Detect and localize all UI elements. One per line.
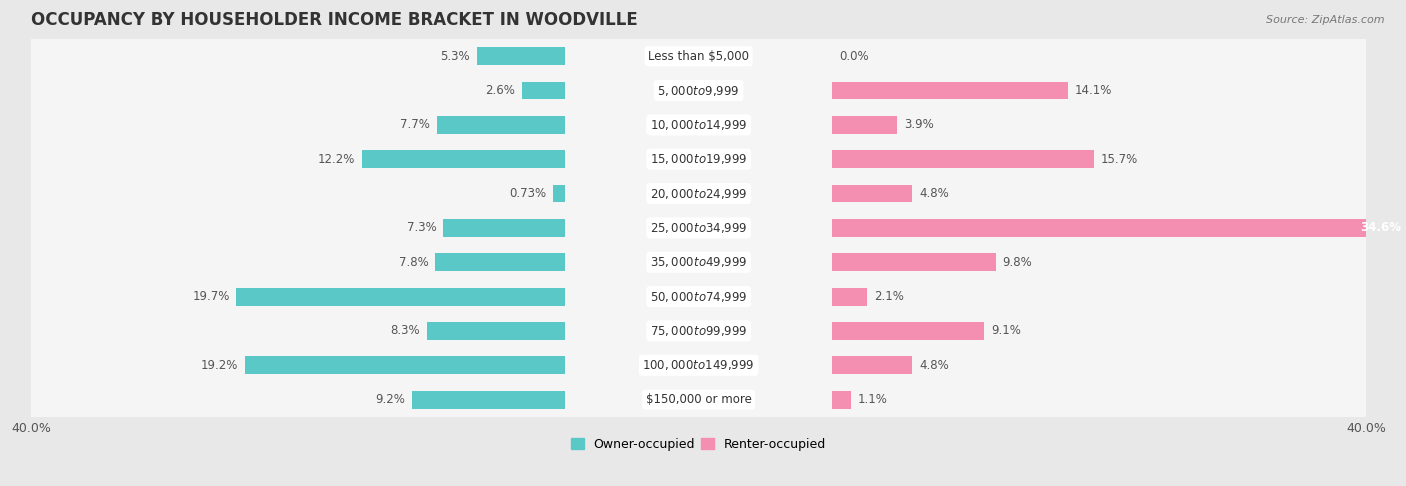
Bar [832,82,1067,100]
Bar [412,391,565,409]
Text: $50,000 to $74,999: $50,000 to $74,999 [650,290,748,304]
Bar [31,211,1367,245]
Bar [31,245,1367,279]
Bar [832,185,912,203]
Bar [522,82,565,100]
Text: 14.1%: 14.1% [1074,84,1112,97]
Bar [832,219,1406,237]
Text: 1.1%: 1.1% [858,393,887,406]
Bar [426,322,565,340]
Text: 19.7%: 19.7% [193,290,229,303]
Bar [31,314,1367,348]
Text: $20,000 to $24,999: $20,000 to $24,999 [650,187,748,201]
Text: 5.3%: 5.3% [440,50,470,63]
Text: 9.8%: 9.8% [1002,256,1032,269]
Bar [832,116,897,134]
Bar [832,150,1094,168]
Bar [832,288,868,306]
Bar [236,288,565,306]
Text: Less than $5,000: Less than $5,000 [648,50,749,63]
Text: 19.2%: 19.2% [201,359,238,372]
Text: $150,000 or more: $150,000 or more [645,393,752,406]
Bar [31,176,1367,211]
Text: $35,000 to $49,999: $35,000 to $49,999 [650,255,748,269]
Text: 4.8%: 4.8% [920,187,949,200]
Text: 15.7%: 15.7% [1101,153,1139,166]
Text: $25,000 to $34,999: $25,000 to $34,999 [650,221,748,235]
Bar [443,219,565,237]
Text: 34.6%: 34.6% [1361,222,1402,234]
Text: 2.1%: 2.1% [875,290,904,303]
Bar [31,39,1367,73]
Legend: Owner-occupied, Renter-occupied: Owner-occupied, Renter-occupied [567,433,831,456]
Bar [434,253,565,271]
Text: OCCUPANCY BY HOUSEHOLDER INCOME BRACKET IN WOODVILLE: OCCUPANCY BY HOUSEHOLDER INCOME BRACKET … [31,11,638,29]
Text: 7.7%: 7.7% [401,119,430,131]
Text: 0.0%: 0.0% [839,50,869,63]
Text: $100,000 to $149,999: $100,000 to $149,999 [643,358,755,372]
Text: $10,000 to $14,999: $10,000 to $14,999 [650,118,748,132]
Text: 4.8%: 4.8% [920,359,949,372]
Bar [31,142,1367,176]
Bar [832,356,912,374]
Text: $5,000 to $9,999: $5,000 to $9,999 [658,84,740,98]
Text: 2.6%: 2.6% [485,84,515,97]
Text: 12.2%: 12.2% [318,153,354,166]
Bar [31,73,1367,108]
Text: 0.73%: 0.73% [509,187,547,200]
Bar [245,356,565,374]
Text: 8.3%: 8.3% [391,325,420,337]
Text: 9.1%: 9.1% [991,325,1021,337]
Bar [553,185,565,203]
Bar [832,391,851,409]
Bar [31,108,1367,142]
Bar [31,279,1367,314]
Text: 7.8%: 7.8% [398,256,429,269]
Bar [361,150,565,168]
Bar [31,382,1367,417]
Bar [832,322,984,340]
Text: 9.2%: 9.2% [375,393,405,406]
Text: $75,000 to $99,999: $75,000 to $99,999 [650,324,748,338]
Text: 7.3%: 7.3% [406,222,437,234]
Bar [437,116,565,134]
Text: $15,000 to $19,999: $15,000 to $19,999 [650,152,748,166]
Bar [31,348,1367,382]
Bar [477,47,565,65]
Text: 3.9%: 3.9% [904,119,934,131]
Bar [832,253,995,271]
Text: Source: ZipAtlas.com: Source: ZipAtlas.com [1267,15,1385,25]
